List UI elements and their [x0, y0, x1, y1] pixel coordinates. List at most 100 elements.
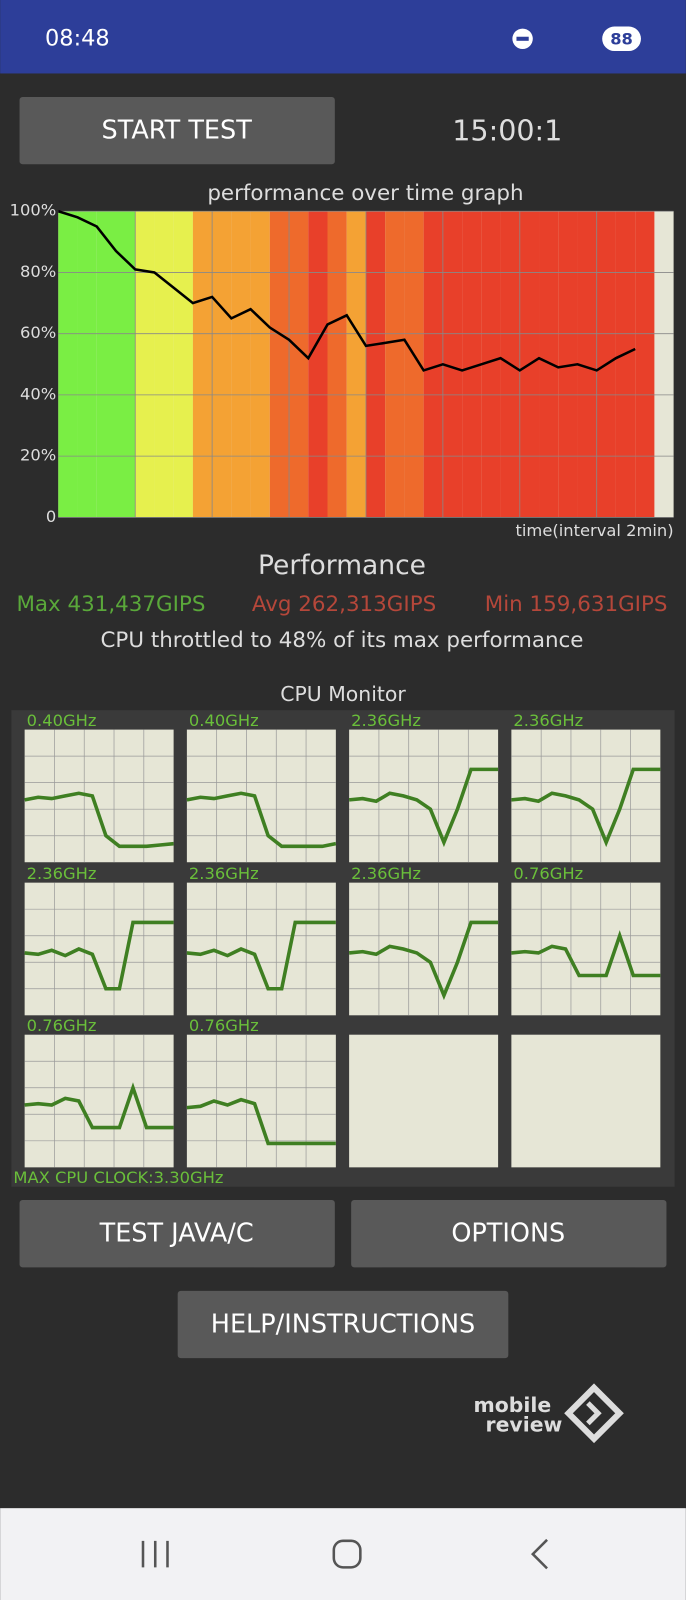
core-clock: 0.76GHz [189, 1016, 259, 1035]
core-graph [511, 882, 661, 1016]
core-graph [349, 1034, 499, 1168]
cpu-monitor-title: CPU Monitor [280, 682, 406, 706]
heat-bar [58, 211, 78, 518]
core-graph [186, 729, 336, 863]
max-cpu-clock: MAX CPU CLOCK:3.30GHz [13, 1168, 223, 1187]
help-button[interactable] [177, 1290, 509, 1359]
core-line [24, 1082, 174, 1130]
heat-bar [269, 211, 290, 518]
heat-bar [423, 211, 443, 518]
core-clock: 2.36GHz [351, 711, 421, 730]
max-score: Max 431,437GIPS [16, 592, 205, 617]
core-graph [24, 729, 174, 863]
nav-bar [0, 1508, 686, 1600]
heat-bar [481, 211, 501, 518]
throttle-note: CPU throttled to 48% of its max performa… [100, 628, 583, 653]
core-clock: 0.40GHz [189, 711, 259, 730]
avg-score: Avg 262,313GIPS [252, 592, 436, 617]
core-line [348, 920, 499, 1001]
watermark-line1: mobile [473, 1393, 551, 1417]
heat-bar [577, 211, 597, 518]
core-line [186, 920, 336, 991]
core-line [511, 767, 661, 848]
heat-bar [77, 211, 97, 518]
heat-bar [442, 211, 463, 518]
test-button[interactable] [19, 1200, 335, 1268]
core-clock: 0.76GHz [27, 1016, 97, 1035]
core-line [186, 791, 337, 849]
heat-bar [308, 211, 328, 518]
core-graph [349, 729, 499, 863]
heat-bar [327, 211, 347, 518]
y-tick-label: 60% [20, 323, 56, 342]
core-clock: 2.36GHz [189, 864, 259, 883]
back[interactable] [530, 1538, 548, 1570]
core-line [186, 1097, 336, 1146]
performance-title: Performance [258, 550, 426, 581]
y-tick-label: 20% [20, 446, 56, 465]
heat-bar [558, 211, 578, 518]
core-line [348, 767, 499, 848]
heat-bar [385, 211, 405, 518]
test-button-label: TEST JAVA/C [99, 1219, 254, 1249]
battery-level: 88 [610, 29, 633, 48]
watermark-logo [564, 1383, 624, 1444]
heat-bar [404, 211, 424, 518]
y-tick-label: 0 [46, 507, 56, 526]
heat-bar [115, 211, 136, 518]
core-graph [349, 882, 499, 1016]
battery [602, 26, 641, 52]
dnd-bar [516, 36, 529, 41]
core-graph [511, 1034, 661, 1168]
core-clock: 0.40GHz [27, 711, 97, 730]
min-score: Min 159,631GIPS [485, 592, 668, 617]
core-graph [24, 882, 174, 1016]
heat-bar [539, 211, 559, 518]
core-clock: 2.36GHz [351, 864, 421, 883]
cores: 0.40GHz 0.40GHz 2.36GHz 2.36GHz 2.36GHz 2.36G… [24, 711, 661, 1168]
heat-bar [231, 211, 251, 518]
heat-bar [154, 211, 174, 518]
core-clock: 0.76GHz [513, 864, 583, 883]
timer: 15:00:1 [452, 114, 562, 148]
heat-bar [173, 211, 193, 518]
performance-line [57, 210, 636, 372]
home[interactable] [332, 1539, 362, 1569]
watermark-arrow [586, 1401, 602, 1426]
status-bar [0, 0, 686, 74]
heat-bar [615, 211, 636, 518]
heat-bar [250, 211, 270, 518]
core-line [511, 930, 661, 978]
core-clock: 2.36GHz [27, 864, 97, 883]
heat-bar [135, 211, 155, 518]
core-line [24, 920, 174, 991]
options-button-label: OPTIONS [451, 1219, 565, 1249]
start-button-label: START TEST [102, 116, 253, 146]
plot: 0 20% 40% 60% 80% 100% [10, 201, 674, 526]
y-tick-label: 80% [20, 262, 56, 281]
chart-title: performance over time graph [207, 181, 523, 206]
clock: 08:48 [45, 25, 110, 51]
help-button-label: HELP/INSTRUCTIONS [211, 1310, 475, 1340]
heat-bar [346, 211, 366, 518]
heat-bar [96, 211, 116, 518]
y-tick-label: 40% [20, 384, 56, 403]
core-clock: 2.36GHz [513, 711, 583, 730]
heat-bar [365, 211, 386, 518]
heat-bar [289, 211, 309, 518]
core-graph [24, 1034, 174, 1168]
options-button[interactable] [351, 1200, 667, 1268]
heat-bar [212, 211, 232, 518]
start-button[interactable] [19, 96, 335, 165]
heat-bar [635, 211, 655, 518]
heat-bar [462, 211, 482, 518]
core-line [24, 791, 174, 849]
core-graph [186, 882, 336, 1016]
recent-apps[interactable] [141, 1540, 169, 1568]
watermark-line2: review [486, 1413, 563, 1437]
core-graph [511, 729, 661, 863]
heat-bar [192, 211, 213, 518]
y-tick-label: 100% [10, 201, 57, 220]
x-axis-label: time(interval 2min) [516, 521, 674, 540]
